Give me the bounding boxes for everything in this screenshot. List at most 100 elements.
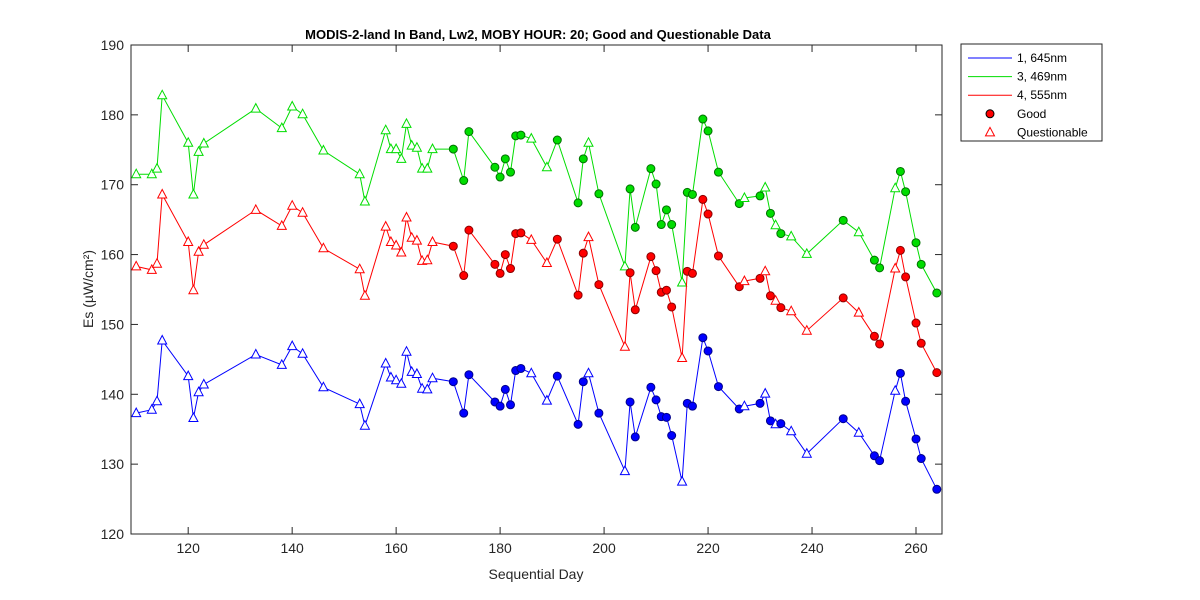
questionable-point — [541, 161, 553, 172]
questionable-point — [354, 398, 366, 409]
good-point — [901, 272, 911, 282]
good-point — [506, 167, 516, 177]
good-point — [875, 339, 885, 349]
questionable-point — [406, 231, 418, 242]
legend-entry: Questionable — [984, 125, 1088, 139]
questionable-point — [156, 188, 168, 199]
questionable-point — [739, 191, 750, 202]
series-3-469nm — [130, 89, 942, 298]
good-point — [448, 377, 458, 387]
questionable-point — [853, 306, 865, 317]
questionable-point — [318, 144, 329, 155]
good-point — [932, 288, 942, 298]
good-point — [573, 290, 583, 300]
legend-label: 4, 555nm — [1017, 88, 1067, 102]
good-point — [916, 454, 926, 464]
questionable-point — [583, 136, 594, 147]
legend-entry: 4, 555nm — [968, 88, 1067, 102]
good-point — [901, 396, 911, 406]
questionable-point — [198, 378, 210, 389]
legend-entry: Good — [985, 107, 1046, 121]
good-point — [755, 398, 765, 408]
good-point — [932, 484, 942, 494]
good-point — [703, 209, 713, 219]
questionable-point — [770, 294, 781, 305]
questionable-point — [406, 139, 418, 150]
x-tick-label: 160 — [384, 540, 408, 556]
good-point — [901, 187, 911, 197]
x-tick-label: 220 — [696, 540, 720, 556]
good-point — [776, 419, 786, 429]
questionable-point — [359, 195, 371, 206]
questionable-point — [151, 395, 163, 406]
good-point — [516, 228, 526, 238]
questionable-point — [676, 276, 688, 287]
questionable-point — [188, 188, 199, 199]
good-point — [713, 382, 723, 392]
questionable-point — [427, 143, 438, 154]
good-point — [667, 302, 677, 312]
good-point — [552, 371, 562, 381]
good-point — [630, 222, 640, 232]
questionable-point — [193, 145, 204, 156]
legend-label: 1, 645nm — [1017, 51, 1067, 65]
questionable-point — [250, 203, 262, 214]
questionable-point — [151, 257, 163, 268]
questionable-point — [759, 265, 771, 276]
legend-entry: 3, 469nm — [968, 70, 1067, 84]
good-point — [646, 164, 656, 174]
good-point — [661, 285, 671, 295]
questionable-point — [853, 426, 865, 437]
questionable-point — [759, 181, 771, 192]
questionable-point — [390, 239, 402, 250]
questionable-point — [380, 124, 392, 135]
questionable-point — [250, 348, 262, 359]
questionable-point — [297, 206, 308, 217]
good-point — [573, 198, 583, 208]
legend: 1, 645nm 3, 469nm 4, 555nm Good Questionable — [960, 43, 1103, 142]
good-point — [630, 305, 640, 315]
good-point — [594, 280, 604, 290]
questionable-point — [146, 263, 158, 274]
good-point — [713, 167, 723, 177]
good-point — [464, 127, 474, 137]
questionable-point — [380, 220, 392, 231]
good-point — [656, 220, 666, 230]
questionable-point — [182, 370, 194, 381]
questionable-point — [411, 234, 423, 245]
x-tick-label: 240 — [800, 540, 824, 556]
good-point — [713, 251, 723, 261]
good-point — [869, 255, 879, 265]
good-point — [594, 408, 604, 418]
questionable-point — [395, 152, 407, 163]
good-point — [506, 400, 516, 410]
questionable-point — [385, 235, 397, 246]
questionable-point — [676, 351, 688, 362]
y-tick-label: 140 — [101, 386, 125, 402]
good-point — [495, 172, 505, 182]
x-tick-label: 140 — [280, 540, 304, 556]
legend-label: 3, 469nm — [1017, 70, 1067, 84]
questionable-point — [676, 475, 688, 486]
questionable-point — [541, 256, 553, 267]
good-point — [651, 179, 661, 189]
good-point — [687, 401, 697, 411]
good-point — [911, 238, 921, 248]
good-point — [776, 303, 786, 313]
good-point — [578, 154, 588, 164]
questionable-point — [801, 247, 813, 258]
good-point — [667, 431, 677, 441]
good-point — [495, 268, 505, 278]
good-point — [490, 162, 500, 172]
legend-label: Questionable — [1017, 125, 1088, 139]
good-point — [875, 456, 885, 466]
good-point — [765, 291, 775, 301]
good-point — [625, 397, 635, 407]
questionable-point — [785, 425, 797, 436]
good-point — [625, 184, 635, 194]
y-tick-label: 130 — [101, 456, 125, 472]
questionable-point — [406, 365, 418, 376]
questionable-point — [276, 219, 288, 230]
questionable-point — [853, 226, 865, 237]
questionable-point — [739, 400, 750, 411]
